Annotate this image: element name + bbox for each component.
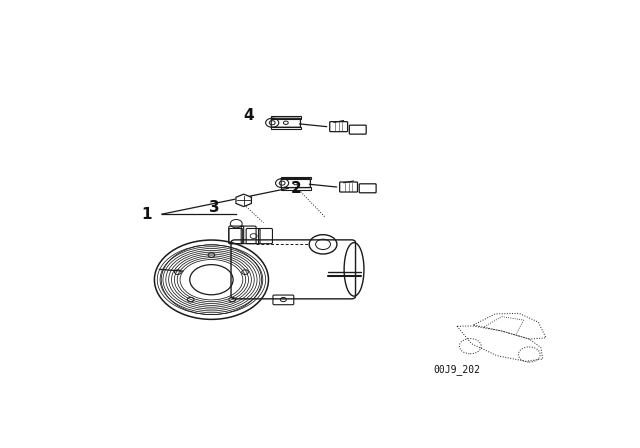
Text: 2: 2	[291, 181, 301, 196]
Polygon shape	[236, 194, 252, 207]
Text: 4: 4	[243, 108, 254, 123]
Text: 00J9_202: 00J9_202	[433, 364, 481, 375]
Text: 1: 1	[141, 207, 152, 222]
Text: 3: 3	[209, 200, 220, 215]
